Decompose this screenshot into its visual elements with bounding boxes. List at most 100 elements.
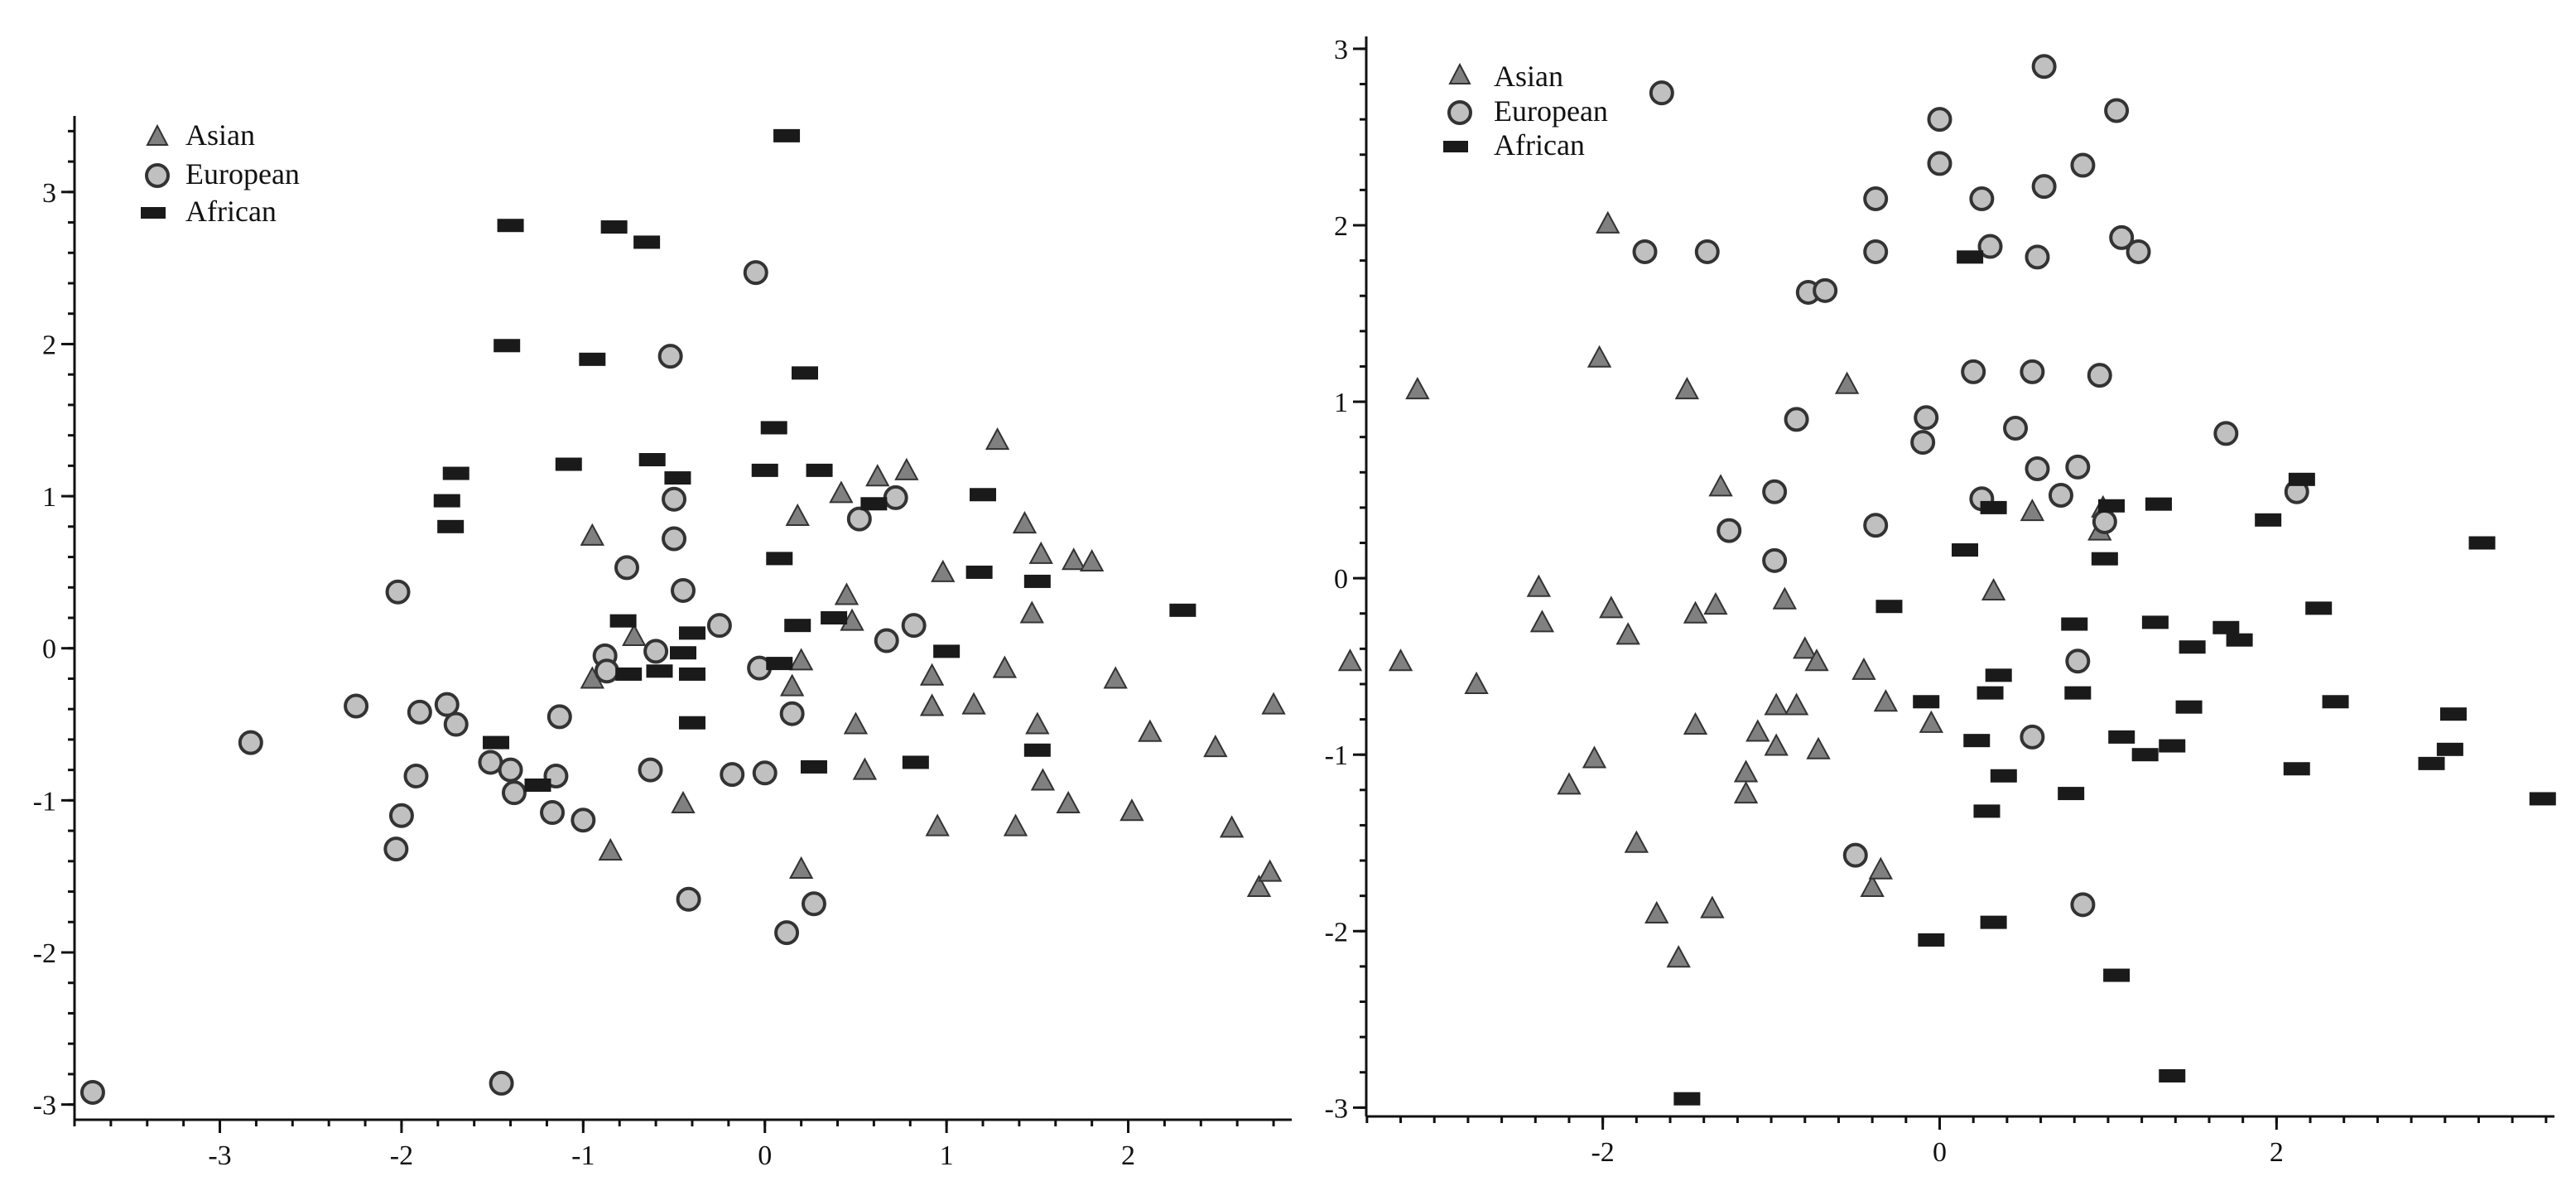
european-point <box>1863 513 1889 538</box>
x-tick-label: 2 <box>2270 1137 2284 1168</box>
european-point <box>1649 80 1674 106</box>
x-tick-label: 0 <box>1933 1137 1947 1168</box>
african-point <box>2145 497 2172 511</box>
asian-point <box>1246 874 1272 898</box>
european-point <box>1863 239 1889 264</box>
african-point <box>2468 536 2496 550</box>
african-point <box>2159 739 2186 753</box>
asian-point <box>1025 711 1050 735</box>
asian-point <box>598 837 623 861</box>
asian-point <box>992 655 1018 678</box>
european-point <box>2070 152 2096 178</box>
african-point <box>433 494 460 508</box>
asian-point <box>1683 600 1708 624</box>
african-point <box>965 565 993 579</box>
asian-point <box>1919 710 1944 733</box>
european-point <box>434 692 460 717</box>
european-point <box>2025 456 2050 482</box>
european-point <box>720 762 745 788</box>
asian-point <box>1615 622 1640 645</box>
european-point <box>388 803 414 828</box>
asian-point <box>1219 815 1245 838</box>
asian-point <box>1526 574 1552 597</box>
african-point <box>2061 617 2088 631</box>
european-point <box>2031 174 2057 200</box>
european-point <box>662 526 687 552</box>
european-point <box>846 506 872 532</box>
legend-marker-european <box>1447 100 1472 125</box>
african-point <box>2179 640 2206 654</box>
asian-point <box>1464 671 1489 694</box>
asian-point <box>1261 692 1286 715</box>
african-point <box>2141 615 2169 629</box>
african-point <box>751 463 778 477</box>
african-point <box>860 497 888 511</box>
asian-point <box>622 623 647 647</box>
asian-point <box>1772 586 1798 610</box>
european-point <box>238 730 263 755</box>
african-point <box>2131 748 2159 762</box>
african-point <box>615 667 643 681</box>
european-point <box>1632 239 1658 264</box>
european-point <box>657 344 683 369</box>
series-european <box>79 260 927 1105</box>
asian-point <box>1079 548 1105 572</box>
asian-point <box>785 503 810 526</box>
legend-label-european: European <box>185 157 300 190</box>
european-point <box>385 579 411 605</box>
european-point <box>1842 842 1868 868</box>
asian-point <box>1529 610 1555 633</box>
african-point <box>773 128 801 142</box>
african-point <box>1023 743 1051 757</box>
y-tick-label: -3 <box>1325 1093 1348 1124</box>
european-point <box>571 808 596 833</box>
x-tick-label: 1 <box>940 1140 954 1171</box>
european-point <box>594 658 619 684</box>
asian-point <box>852 757 878 780</box>
african-point <box>970 488 997 502</box>
african-point <box>2058 787 2085 801</box>
legend-label-african: African <box>185 195 277 228</box>
african-point <box>2255 513 2282 527</box>
african-point <box>2064 686 2092 700</box>
asian-point <box>1138 719 1163 742</box>
european-point <box>540 800 566 826</box>
european-point <box>2070 892 2096 918</box>
y-tick-label: 2 <box>42 330 56 360</box>
african-point <box>600 220 628 234</box>
asian-point <box>865 464 890 487</box>
legend: Asian European African <box>141 118 300 228</box>
series-african <box>1673 250 2556 1106</box>
african-point <box>1673 1092 1701 1106</box>
asian-point <box>1337 648 1363 672</box>
african-point <box>2283 762 2310 776</box>
legend-marker-african <box>1443 141 1468 152</box>
african-point <box>1875 600 1903 614</box>
african-point <box>1990 769 2017 783</box>
african-point <box>1985 668 2012 682</box>
african-point <box>437 519 465 533</box>
african-point <box>800 759 827 774</box>
african-point <box>2322 695 2349 709</box>
european-point <box>2109 224 2135 250</box>
legend-marker-asian <box>146 123 169 146</box>
african-point <box>2108 730 2135 744</box>
african-point <box>821 611 848 624</box>
european-point <box>743 260 768 286</box>
asian-point <box>1119 798 1144 822</box>
european-point <box>1717 518 1742 543</box>
asian-point <box>1596 210 1620 234</box>
asian-point <box>1804 648 1829 672</box>
african-point <box>646 664 673 678</box>
european-point <box>671 577 696 603</box>
african-point <box>806 463 833 477</box>
african-point <box>2439 707 2467 721</box>
european-point <box>706 613 732 639</box>
legend-label-african: African <box>1494 128 1585 162</box>
asian-point <box>1405 377 1430 400</box>
african-point <box>760 421 787 435</box>
asian-point <box>779 673 805 697</box>
x-tick-label: -1 <box>571 1140 595 1171</box>
european-point <box>1762 479 1788 504</box>
